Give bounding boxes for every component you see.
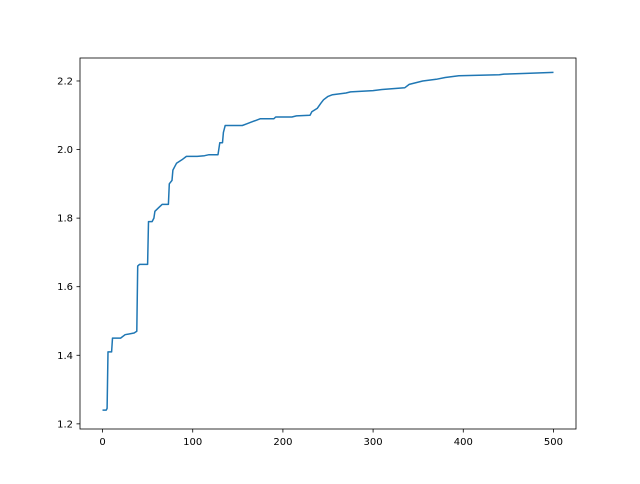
y-tick-label: 1.6 <box>57 282 73 293</box>
x-tick-label: 300 <box>364 437 383 448</box>
x-tick-label: 400 <box>454 437 473 448</box>
plot-frame <box>79 57 577 430</box>
x-tick-label: 200 <box>273 437 292 448</box>
x-tick-label: 0 <box>99 437 105 448</box>
y-tick-label: 1.8 <box>57 214 73 225</box>
y-tick-label: 2.2 <box>57 76 73 87</box>
series-line-0 <box>102 71 554 411</box>
y-tick-label: 1.2 <box>57 419 73 430</box>
y-tick-label: 1.4 <box>57 351 73 362</box>
x-tick-label: 100 <box>183 437 202 448</box>
y-tick-label: 2.0 <box>57 145 73 156</box>
x-tick-label: 500 <box>544 437 563 448</box>
